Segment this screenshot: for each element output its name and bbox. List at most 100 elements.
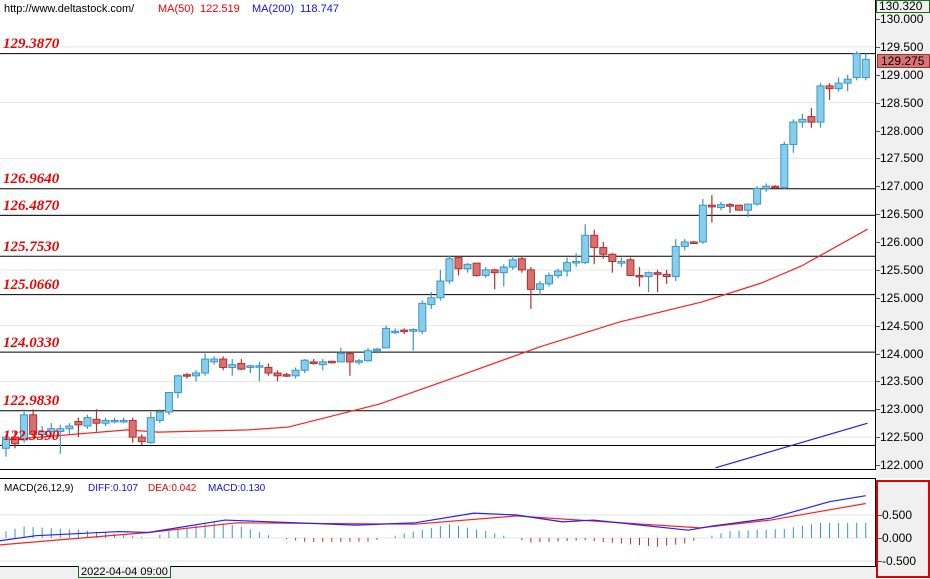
candle (237, 359, 246, 371)
candle-body (572, 261, 581, 264)
candle (644, 271, 653, 293)
candle (219, 356, 228, 371)
candle-body (391, 330, 400, 334)
candle (499, 264, 508, 287)
candlestick-plot[interactable] (0, 0, 875, 469)
candle (490, 268, 499, 290)
price-tick-label: 128.500 (880, 95, 924, 110)
price-tick-label: 122.000 (880, 458, 924, 472)
candle-body (517, 258, 526, 271)
candle-body (508, 259, 517, 268)
candle (345, 352, 354, 376)
price-tick-label: 129.000 (880, 67, 924, 82)
candle-body (300, 359, 309, 371)
candle-body (291, 369, 300, 377)
candle-body (771, 185, 780, 189)
candle (318, 359, 327, 371)
candle (20, 409, 29, 443)
axis-tick-mark (876, 130, 880, 132)
axis-tick-mark (876, 214, 880, 216)
candle (56, 424, 65, 454)
candle (581, 224, 590, 265)
candle-body (155, 411, 164, 421)
candle-body (246, 365, 255, 368)
candle (309, 359, 318, 365)
candle (246, 364, 255, 374)
candle (572, 253, 581, 268)
candle (391, 328, 400, 334)
ma50-label: MA(50) (158, 3, 195, 15)
price-tick-label: 124.500 (880, 318, 924, 333)
axis-tick-mark (876, 353, 880, 355)
candle-body (128, 419, 137, 438)
candle-body (716, 204, 725, 208)
candle-body (56, 428, 65, 433)
candle (273, 370, 282, 382)
candle (427, 292, 436, 309)
level-label: 124.0330 (3, 334, 60, 351)
price-tick-label: 123.500 (880, 374, 924, 389)
candle-body (228, 364, 237, 368)
candle (192, 370, 201, 382)
price-chart[interactable] (0, 0, 876, 470)
candle (201, 353, 210, 376)
candle-body (662, 273, 671, 278)
candle (2, 434, 10, 457)
source-url: http://www.deltastock.com/ (4, 3, 135, 15)
candle-body (735, 204, 744, 211)
candle-body (146, 417, 155, 444)
macd-tick-label: -0.500 (882, 554, 917, 568)
candle-body (364, 350, 372, 362)
candle-body (861, 58, 870, 79)
time-axis[interactable] (0, 566, 876, 579)
price-axis[interactable]: 130.000 129.500 129.000 128.500 128.000 127.5… (876, 0, 930, 478)
candle (554, 268, 563, 279)
candle-body (563, 262, 572, 272)
candle (282, 373, 291, 377)
current-price-label: 129.275 (877, 54, 930, 68)
level-label: 125.7530 (3, 238, 60, 255)
candle-body (852, 53, 861, 79)
candle (698, 199, 707, 244)
candle (762, 183, 771, 192)
level-label: 122.3590 (3, 427, 60, 444)
candle (146, 412, 155, 444)
candle (409, 328, 418, 351)
candle (164, 392, 173, 415)
candle (771, 185, 780, 190)
candle-body (164, 392, 173, 413)
candle-body (798, 118, 807, 123)
candle-body (526, 269, 535, 290)
candle (635, 267, 644, 287)
macd-axis[interactable]: 0.500 0.000 -0.500 (876, 480, 930, 578)
ma200-value: 118.747 (300, 3, 339, 15)
candle-body (373, 348, 382, 352)
candle (508, 255, 517, 270)
candle (400, 328, 409, 334)
candle-body (689, 241, 698, 244)
candle (545, 272, 553, 287)
candle-body (753, 187, 762, 205)
candle (418, 300, 427, 334)
candle (47, 423, 56, 438)
candle-body (192, 372, 201, 377)
macd-dea-line (0, 502, 866, 546)
candle-body (183, 374, 191, 377)
macd-plot[interactable] (0, 479, 875, 567)
candle (617, 257, 626, 268)
price-tick-label: 123.000 (880, 402, 924, 417)
macd-tick-label: 0.500 (882, 508, 913, 522)
candle (65, 423, 74, 435)
candle-body (472, 262, 481, 276)
candle (744, 203, 753, 217)
candle (716, 201, 725, 211)
candle (291, 367, 300, 379)
ma50-value: 122.519 (200, 3, 240, 15)
candle (454, 255, 463, 276)
candle (834, 77, 843, 92)
candle (74, 417, 83, 438)
price-tick-label: 130.000 (880, 12, 924, 26)
axis-tick-mark (876, 465, 880, 466)
macd-panel[interactable] (0, 478, 876, 567)
candle (852, 51, 861, 81)
